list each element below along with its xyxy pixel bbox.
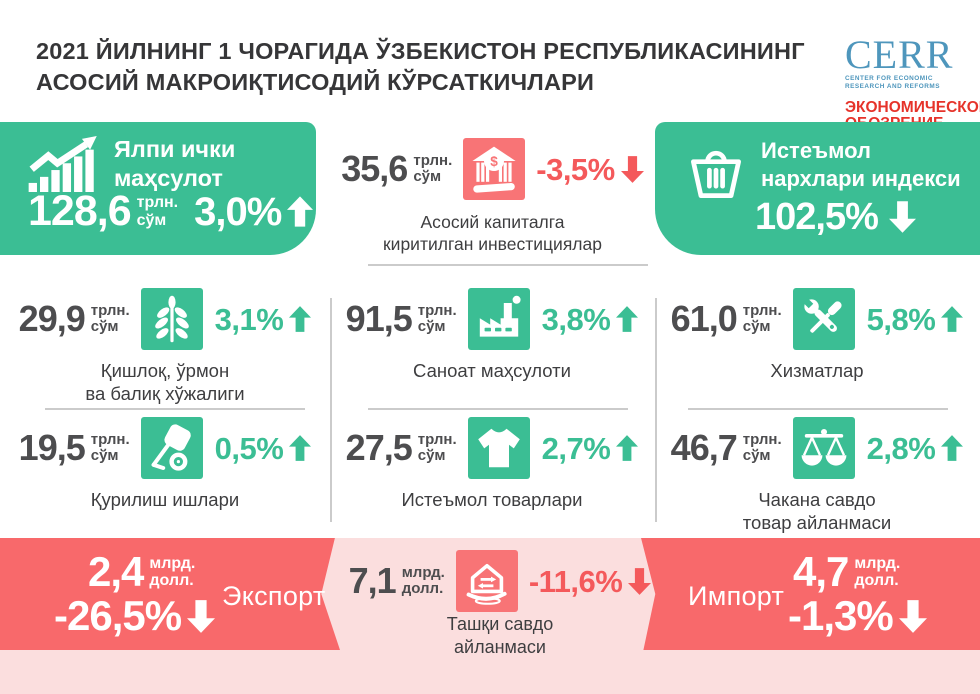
indicator-agriculture: 29,9 трлн. сўм xyxy=(10,288,320,406)
svg-text:$: $ xyxy=(490,154,498,169)
cerr-logo-subtitle: CENTER FOR ECONOMIC RESEARCH AND REFORMS xyxy=(845,75,940,91)
indicator-value: 29,9 xyxy=(18,298,86,339)
export-change: -26,5% xyxy=(54,592,182,639)
construction-cart-icon xyxy=(140,417,203,479)
indicator-change: 2,8% xyxy=(866,430,936,466)
tshirt-icon xyxy=(467,417,530,479)
investments-label: Асосий капиталга киритилган инвестицияла… xyxy=(383,212,602,255)
indicator-change: 3,1% xyxy=(214,301,284,337)
investments-change: -3,5% xyxy=(536,151,615,187)
indicator-consumer-goods: 27,5 трлн. сўм 2,7% Истеъмол товарлари xyxy=(337,417,647,511)
trade-turnover-change: -11,6% xyxy=(528,563,623,599)
indicator-industry: 91,5 трлн. сўм 3,8% Саноат маҳсулоти xyxy=(337,288,647,382)
basket-icon xyxy=(683,140,749,211)
gdp-change: 3,0% xyxy=(194,189,282,234)
indicator-label: Чакана савдо товар айланмаси xyxy=(742,489,892,534)
divider xyxy=(45,408,305,410)
factory-icon xyxy=(467,288,530,350)
arrow-down-icon xyxy=(628,567,652,595)
export-block xyxy=(0,538,340,650)
indicator-value: 61,0 xyxy=(670,298,738,339)
indicator-construction: 19,5 трлн. сўм 0,5% Қурилиш ишлари xyxy=(10,417,320,511)
indicator-unit: трлн. сўм xyxy=(417,301,457,335)
divider xyxy=(688,408,948,410)
indicator-label: Қурилиш ишлари xyxy=(90,489,240,510)
arrow-up-icon xyxy=(289,435,312,461)
bank-dollar-icon: $ xyxy=(463,138,526,200)
divider xyxy=(330,298,332,522)
import-change-row: -1,3% xyxy=(788,595,927,637)
cpi-panel: Истеъмол нархлари индекси 102,5% xyxy=(655,122,980,255)
scales-icon xyxy=(792,417,855,479)
indicator-unit: трлн. сўм xyxy=(742,430,782,464)
arrow-down-icon xyxy=(898,599,927,633)
trade-turnover-row: 7,1 млрд. долл. -11,6% xyxy=(340,550,660,612)
indicator-value: 46,7 xyxy=(670,427,738,468)
indicator-services: 61,0 трлн. сўм xyxy=(662,288,972,382)
indicator-label: Истеъмол товарлари xyxy=(401,489,583,510)
growth-chart-icon xyxy=(28,136,108,197)
page-title: 2021 ЙИЛНИНГ 1 ЧОРАГИДА ЎЗБЕКИСТОН РЕСПУ… xyxy=(36,38,805,96)
investments-value: 35,6 xyxy=(341,148,408,189)
gdp-value-row: 128,6 трлн. сўм 3,0% xyxy=(28,187,314,235)
import-block xyxy=(641,538,980,650)
investments-unit: трлн. сўм xyxy=(413,151,453,185)
wheat-icon xyxy=(140,288,203,350)
divider xyxy=(368,408,628,410)
import-value-row: 4,7 млрд. долл. xyxy=(793,551,900,593)
indicator-change: 2,7% xyxy=(541,430,611,466)
arrow-down-icon xyxy=(888,201,916,233)
gdp-panel: Ялпи ички маҳсулот 128,6 трлн. сўм 3,0% xyxy=(0,122,316,255)
export-change-row: -26,5% xyxy=(54,592,216,639)
cerr-logo: CERR CENTER FOR ECONOMIC RESEARCH AND RE… xyxy=(845,32,980,133)
import-change: -1,3% xyxy=(788,592,894,639)
indicator-change: 0,5% xyxy=(214,430,284,466)
tools-icon xyxy=(792,288,855,350)
export-label: Экспорт xyxy=(222,581,326,611)
gdp-label: Ялпи ички маҳсулот xyxy=(114,136,236,191)
indicator-unit: трлн. сўм xyxy=(417,430,457,464)
indicator-change: 3,8% xyxy=(541,301,611,337)
trade-turnover-unit: млрд. долл. xyxy=(401,563,445,597)
investments-panel: 35,6 трлн. сўм $ -3,5% xyxy=(330,122,655,256)
divider xyxy=(368,264,648,266)
arrow-up-icon xyxy=(616,435,639,461)
import-unit: млрд. долл. xyxy=(854,554,901,589)
indicator-retail-trade: 46,7 трлн. сўм 2,8% Чакана xyxy=(662,417,972,535)
export-value-row: 2,4 млрд. долл. xyxy=(88,551,195,593)
gdp-unit: трлн. сўм xyxy=(136,194,179,229)
indicator-label: Хизматлар xyxy=(770,360,864,381)
arrow-up-icon xyxy=(941,306,964,332)
investments-value-row: 35,6 трлн. сўм $ -3,5% xyxy=(330,138,655,200)
arrow-up-icon xyxy=(287,196,314,227)
trade-house-icon xyxy=(455,550,518,612)
indicator-value: 27,5 xyxy=(345,427,413,468)
divider xyxy=(655,298,657,522)
export-unit: млрд. долл. xyxy=(149,554,196,589)
indicator-change: 5,8% xyxy=(866,301,936,337)
indicator-unit: трлн. сўм xyxy=(742,301,782,335)
indicator-unit: трлн. сўм xyxy=(90,301,130,335)
import-value: 4,7 xyxy=(793,548,849,595)
indicator-unit: трлн. сўм xyxy=(90,430,130,464)
arrow-up-icon xyxy=(941,435,964,461)
arrow-down-icon xyxy=(187,599,216,633)
indicator-label: Саноат маҳсулоти xyxy=(413,360,571,381)
trade-turnover-label: Ташқи савдо айланмаси xyxy=(446,614,554,658)
indicator-value: 19,5 xyxy=(18,427,86,468)
trade-turnover-value: 7,1 xyxy=(348,560,397,601)
indicator-label: Қишлоқ, ўрмон ва балиқ хўжалиги xyxy=(85,360,245,405)
import-label: Импорт xyxy=(688,581,785,611)
cpi-value-row: 102,5% xyxy=(755,198,916,236)
arrow-up-icon xyxy=(616,306,639,332)
cpi-label: Истеъмол нархлари индекси xyxy=(761,138,961,192)
export-value: 2,4 xyxy=(88,548,144,595)
indicator-value: 91,5 xyxy=(345,298,413,339)
arrow-up-icon xyxy=(289,306,312,332)
gdp-value: 128,6 xyxy=(28,187,132,235)
arrow-down-icon xyxy=(620,155,644,183)
cpi-value: 102,5% xyxy=(755,196,879,238)
cerr-logo-acronym: CERR xyxy=(845,32,954,77)
